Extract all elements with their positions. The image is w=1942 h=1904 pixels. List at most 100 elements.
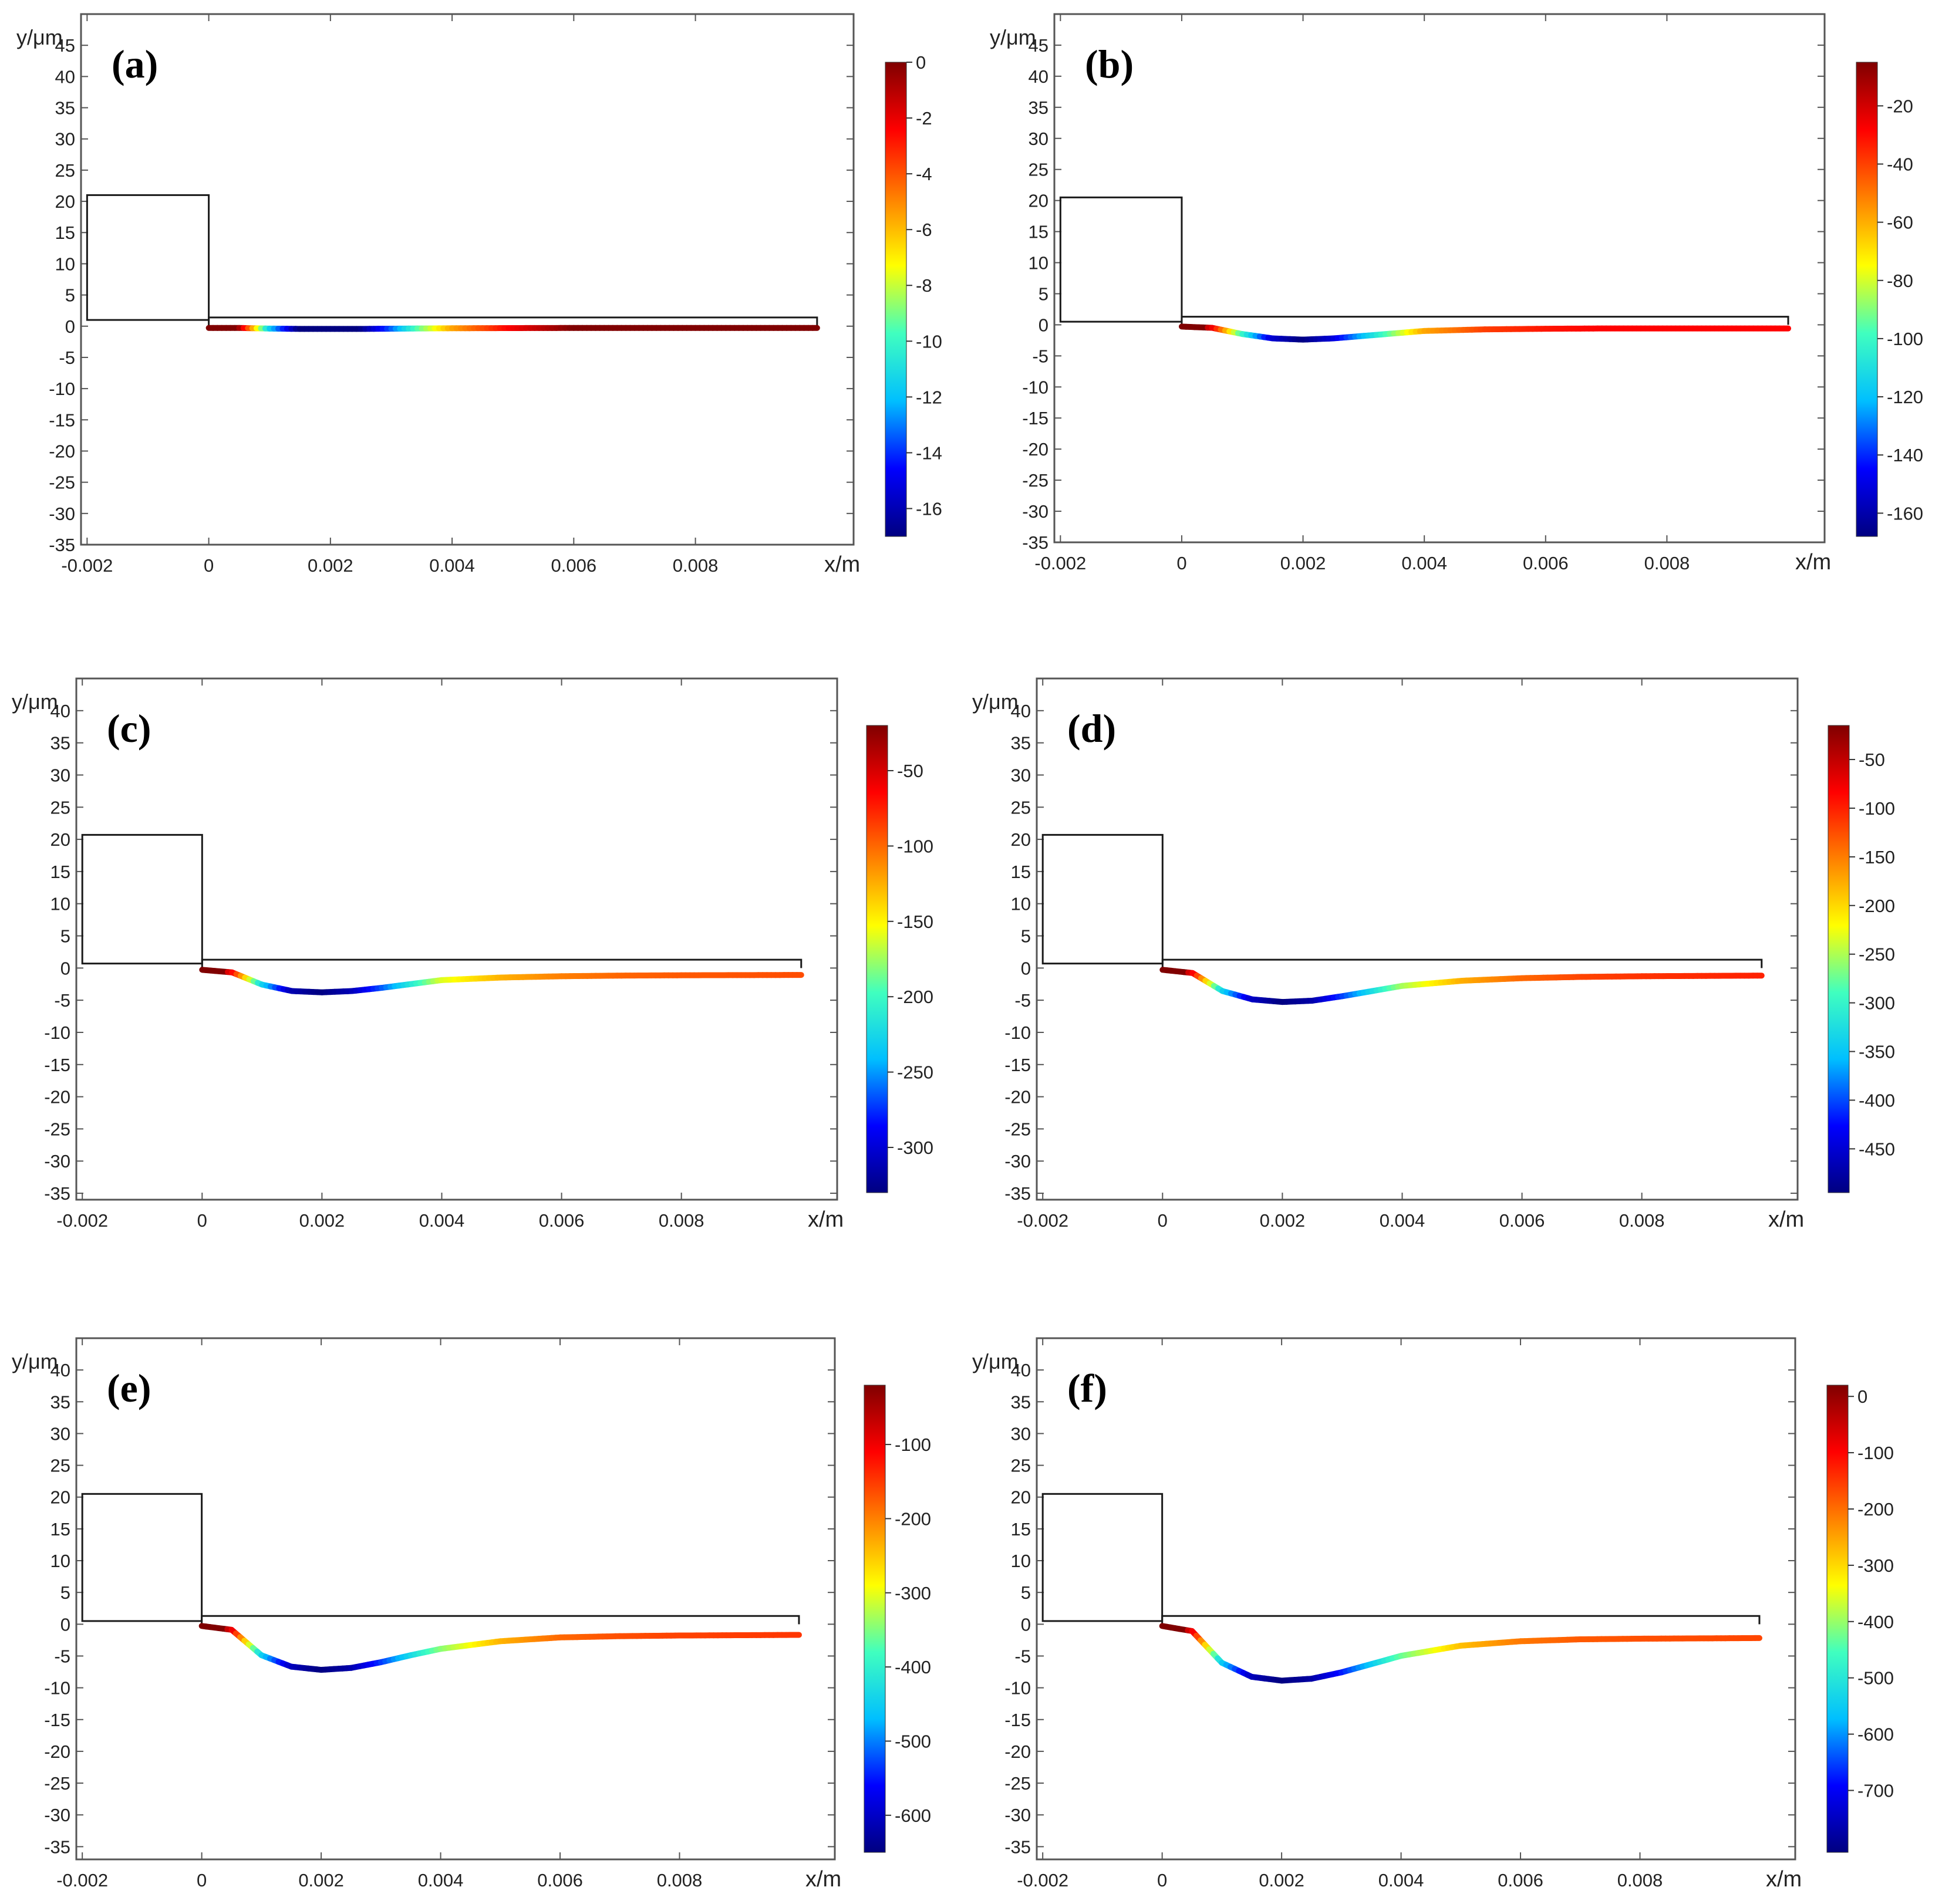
y-tick-label: 30 xyxy=(50,765,70,785)
y-axis-label: y/μm xyxy=(12,1349,58,1373)
plate-outline xyxy=(201,958,803,968)
colorbar-tick-label: -150 xyxy=(897,912,933,932)
colorbar-tick-label: -2 xyxy=(916,108,932,129)
colorbar-tick-label: -12 xyxy=(916,387,942,407)
x-tick-label: 0.004 xyxy=(419,1210,465,1231)
y-tick-label: 0 xyxy=(65,316,75,337)
colorbar-tick-label: -500 xyxy=(1857,1668,1894,1689)
y-tick-label: 35 xyxy=(50,1392,70,1412)
y-axis-label: y/μm xyxy=(12,690,58,714)
panel-a: 454035302520151050-5-10-15-20-25-30-35-0… xyxy=(16,13,942,577)
panel-c: 40 35 30 25 20 15 10 5 0 -5 -10 -15 -20 -25 -30 -35 -0.0… xyxy=(12,677,933,1232)
x-tick-label: 0.006 xyxy=(1499,1210,1545,1231)
y-tick-label: 35 xyxy=(50,733,70,754)
y-tick-label: -20 xyxy=(44,1741,70,1762)
support-block-outline xyxy=(1041,1493,1164,1622)
y-tick-label: -25 xyxy=(49,472,75,493)
y-tick-label: -5 xyxy=(54,1646,70,1666)
support-block-outline xyxy=(81,833,203,965)
y-tick-label: -35 xyxy=(44,1183,70,1204)
x-tick-label: -0.002 xyxy=(56,1210,108,1231)
colorbar-tick-label: -200 xyxy=(1857,1499,1894,1520)
y-tick-label: 45 xyxy=(1029,35,1048,56)
support-block-outline xyxy=(81,1493,203,1622)
y-tick-label: -20 xyxy=(1004,1087,1031,1108)
x-tick-label: 0.008 xyxy=(1619,1210,1665,1231)
support-block-outline xyxy=(86,194,210,321)
x-tick-label: 0 xyxy=(204,555,214,576)
x-tick-label: 0 xyxy=(197,1870,207,1891)
y-tick-label: 30 xyxy=(1011,765,1031,785)
y-tick-label: -25 xyxy=(1004,1119,1031,1139)
y-axis-label: y/μm xyxy=(972,690,1019,714)
y-tick-label: -5 xyxy=(54,990,70,1011)
x-axis-label: x/m xyxy=(1766,1867,1802,1892)
x-tick-label: 0.002 xyxy=(308,555,353,576)
x-tick-label: 0.002 xyxy=(1280,553,1326,573)
colorbar-tick-label: -600 xyxy=(1857,1724,1894,1745)
y-tick-label: 5 xyxy=(65,285,75,306)
panel-e: 40 35 30 25 20 15 10 5 0 -5 -10 -15 -20 -25 -30 -35 -0.0… xyxy=(12,1337,931,1892)
x-axis-label: x/m xyxy=(808,1207,844,1232)
x-tick-label: 0.008 xyxy=(1644,553,1690,573)
y-tick-label: 20 xyxy=(50,829,70,850)
colorbar-tick-label: -60 xyxy=(1887,212,1913,233)
panel-label: (e) xyxy=(107,1366,151,1410)
x-axis-label: x/m xyxy=(805,1867,841,1892)
y-tick-label: -25 xyxy=(44,1119,70,1139)
x-tick-label: -0.002 xyxy=(61,555,113,576)
colorbar-tick-label: -200 xyxy=(1859,896,1895,916)
y-tick-label: 35 xyxy=(55,98,75,119)
y-tick-label: 30 xyxy=(55,129,75,150)
colorbar-tick-label: -150 xyxy=(1859,847,1895,867)
x-tick-label: -0.002 xyxy=(1034,553,1086,573)
x-tick-label: 0.002 xyxy=(299,1210,345,1231)
x-tick-label: -0.002 xyxy=(1017,1210,1068,1231)
plot-frame xyxy=(75,677,838,1201)
colorbar-tick-label: -400 xyxy=(1859,1090,1895,1110)
colorbar-tick-label: -4 xyxy=(916,164,932,184)
y-tick-label: -30 xyxy=(1004,1805,1031,1825)
y-axis-label: y/μm xyxy=(972,1349,1019,1373)
colorbar xyxy=(885,62,907,537)
colorbar-tick-label: -350 xyxy=(1859,1042,1895,1062)
y-tick-label: 30 xyxy=(1029,129,1048,149)
plot-frame xyxy=(1053,13,1826,543)
y-tick-label: -10 xyxy=(49,379,75,399)
x-tick-label: 0.004 xyxy=(1380,1210,1425,1231)
x-tick-label: 0.004 xyxy=(429,555,475,576)
colorbar-tick-label: -8 xyxy=(916,275,932,296)
y-tick-label: -10 xyxy=(1004,1678,1031,1699)
y-tick-label: 0 xyxy=(1021,958,1031,978)
y-tick-label: -30 xyxy=(44,1151,70,1172)
colorbar-tick-label: -250 xyxy=(897,1062,933,1083)
y-tick-label: 20 xyxy=(1029,191,1048,211)
x-tick-label: 0.006 xyxy=(551,555,597,576)
plate-outline xyxy=(1161,958,1763,968)
colorbar-tick-label: -500 xyxy=(895,1731,931,1751)
y-tick-label: 15 xyxy=(50,862,70,882)
colorbar-tick-label: -600 xyxy=(895,1805,931,1826)
y-tick-label: -20 xyxy=(49,441,75,461)
x-tick-label: 0.008 xyxy=(659,1210,704,1231)
colorbar-tick-label: -300 xyxy=(1859,993,1895,1014)
y-tick-label: 35 xyxy=(1011,733,1031,754)
y-tick-label: 15 xyxy=(1011,862,1031,882)
y-tick-label: -35 xyxy=(49,535,75,555)
colorbar-tick-label: -10 xyxy=(916,331,942,352)
y-tick-label: -5 xyxy=(1014,1646,1031,1666)
y-tick-label: 40 xyxy=(50,1360,70,1380)
y-tick-label: -25 xyxy=(1022,470,1048,491)
colorbar-tick-label: -200 xyxy=(895,1508,931,1529)
plot-frame xyxy=(75,1337,836,1861)
x-tick-label: 0 xyxy=(1157,1870,1167,1891)
y-tick-label: 0 xyxy=(1039,315,1048,335)
y-tick-label: 25 xyxy=(50,1456,70,1476)
y-tick-label: 10 xyxy=(1011,1551,1031,1571)
colorbar xyxy=(1856,62,1878,537)
colorbar-tick-label: -40 xyxy=(1887,154,1913,174)
colorbar-tick-label: -16 xyxy=(916,498,942,519)
x-tick-label: 0.004 xyxy=(418,1870,464,1891)
colorbar-tick-label: -50 xyxy=(1859,750,1885,770)
x-tick-label: 0 xyxy=(197,1210,207,1231)
